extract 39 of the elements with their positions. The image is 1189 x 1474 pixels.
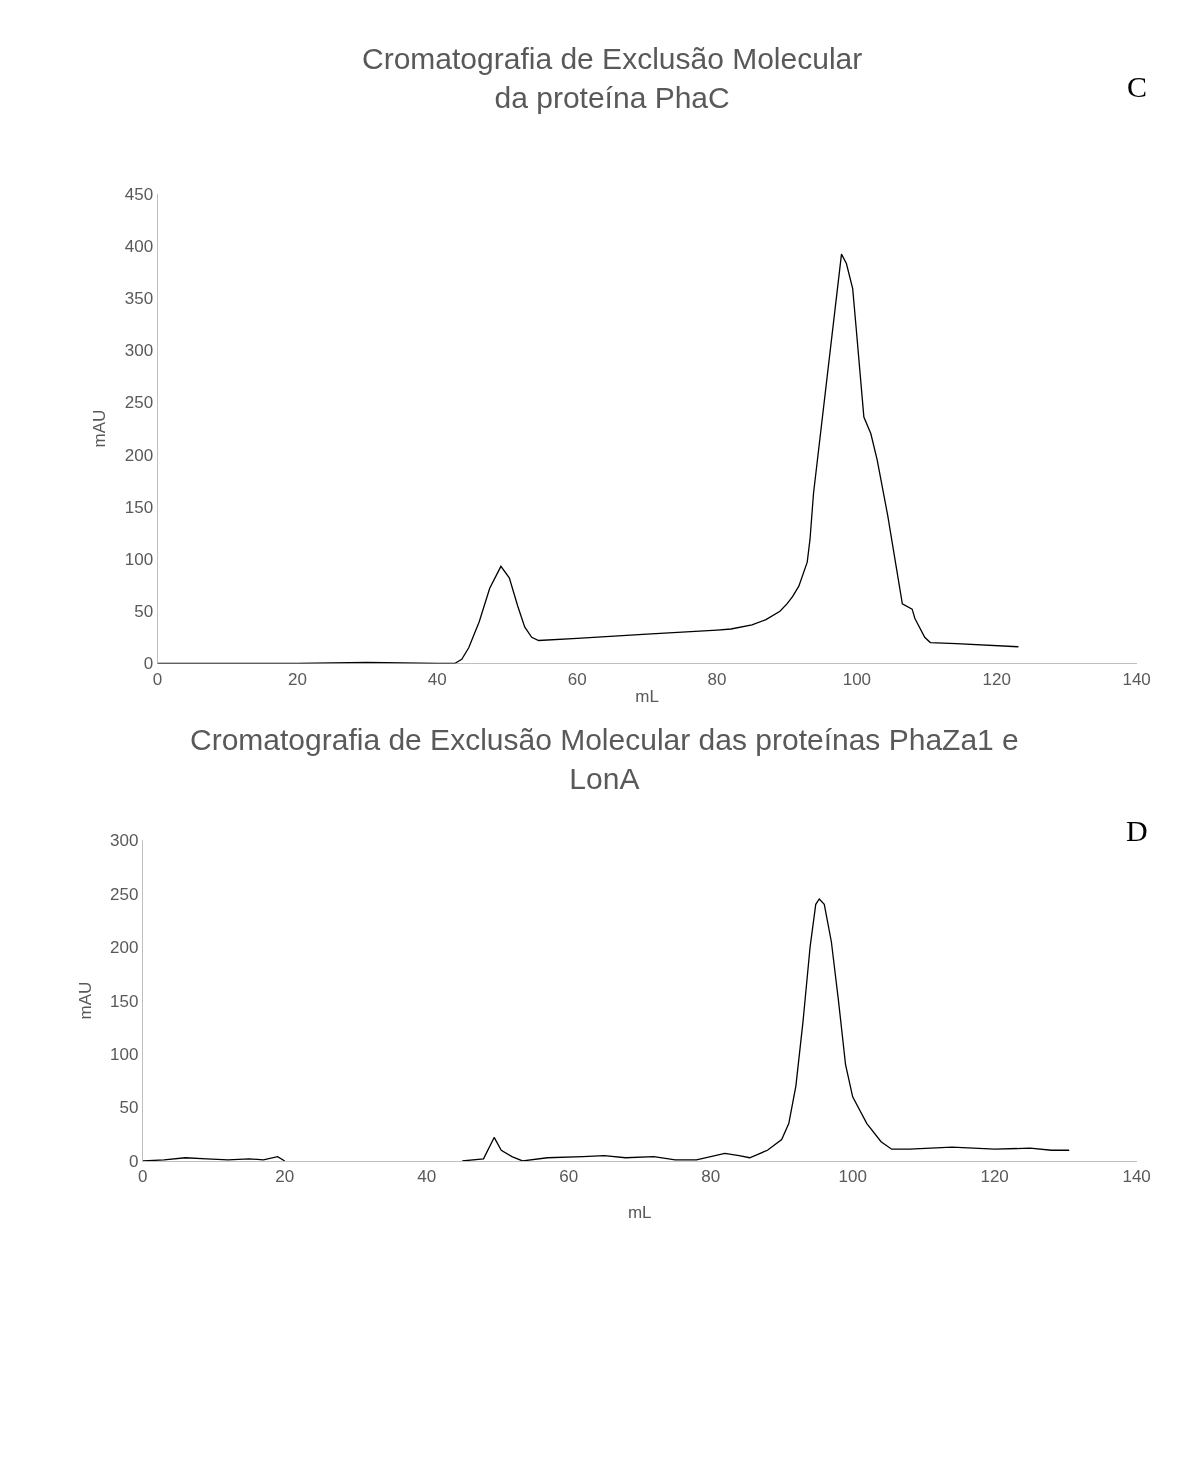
x-tick-label: 100: [842, 669, 872, 689]
y-tick-label: 350: [124, 288, 154, 308]
y-tick-label: 150: [109, 991, 139, 1011]
x-tick-label: 80: [707, 669, 727, 689]
text: C: [1127, 70, 1148, 103]
y-tick-label: 0: [143, 654, 154, 674]
y-tick-label: 100: [124, 549, 154, 569]
x-tick-label: 60: [559, 1167, 579, 1187]
x-axis-title: mL: [627, 1202, 652, 1222]
chart-title: Cromatografia de Exclusão Molecular das proteínas PhaZa1 e LonA: [190, 723, 1019, 795]
y-tick-label: 400: [124, 236, 154, 256]
y-tick-label: 250: [124, 393, 154, 413]
y-axis-title: mAU: [90, 409, 110, 448]
x-tick-label: 20: [275, 1167, 295, 1187]
x-tick-label: 40: [417, 1167, 437, 1187]
y-tick-label: 50: [134, 602, 154, 622]
y-tick-label: 250: [109, 884, 139, 904]
y-axis-title: mAU: [75, 981, 95, 1020]
y-tick-label: 200: [124, 445, 154, 465]
chart-title: Cromatografia de Exclusão Molecular da proteína PhaC: [362, 42, 863, 114]
y-tick-label: 50: [119, 1098, 139, 1118]
x-tick-label: 60: [567, 669, 587, 689]
y-tick-label: 100: [109, 1044, 139, 1064]
x-tick-label: 100: [838, 1167, 867, 1187]
x-tick-label: 120: [980, 1167, 1009, 1187]
x-tick-label: 140: [1122, 669, 1151, 689]
x-tick-label: 20: [287, 669, 307, 689]
x-tick-label: 120: [982, 669, 1011, 689]
y-tick-label: 450: [124, 184, 154, 204]
annotation: D: [1126, 814, 1148, 847]
x-tick-label: 140: [1122, 1167, 1151, 1187]
y-tick-label: 300: [109, 831, 139, 851]
x-axis-title: mL: [635, 687, 659, 707]
x-tick-label: 40: [427, 669, 447, 689]
y-tick-label: 300: [124, 341, 154, 361]
y-tick-label: 150: [124, 497, 154, 517]
y-tick-label: 200: [109, 938, 139, 958]
y-tick-label: 0: [128, 1151, 139, 1171]
x-tick-label: 80: [701, 1167, 721, 1187]
